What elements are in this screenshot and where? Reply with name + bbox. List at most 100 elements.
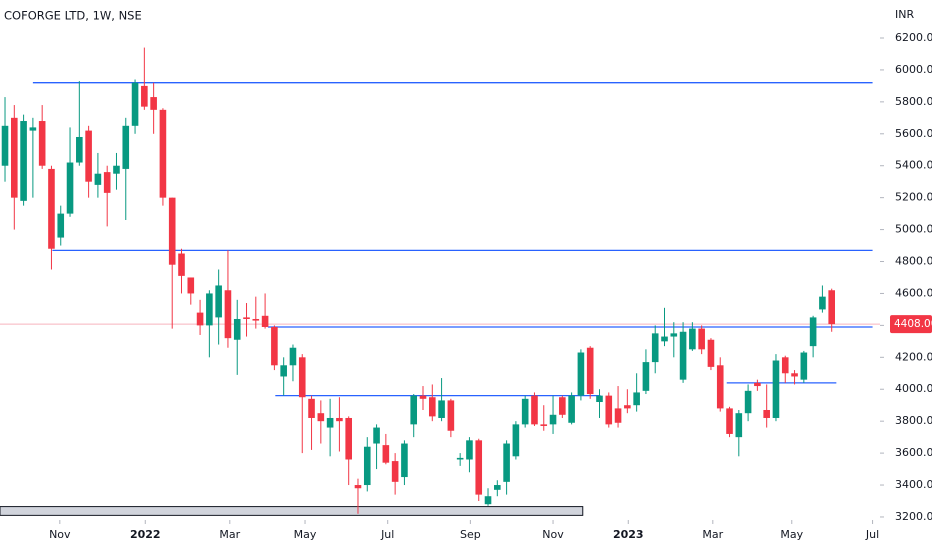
y-tick-label: 4000.00: [895, 382, 932, 395]
candle-body: [113, 165, 120, 174]
candle-body: [298, 357, 306, 398]
y-tick-label: 5800.00: [895, 95, 932, 108]
candle-body: [196, 312, 204, 326]
candle-body: [336, 417, 343, 422]
candle-body: [596, 395, 603, 403]
candle-body: [76, 136, 83, 163]
candle-body: [11, 117, 18, 198]
zone: [0, 506, 584, 516]
candle-body: [791, 373, 798, 377]
candle-body: [317, 413, 325, 422]
candle-body: [29, 127, 37, 131]
candle-body: [781, 357, 789, 374]
candle-body: [103, 172, 111, 193]
x-tick-label: Mar: [702, 528, 723, 541]
y-tick-label: 4800.00: [895, 255, 932, 268]
candle-body: [716, 365, 724, 409]
candle-body: [670, 333, 678, 337]
x-tick-label: Jul: [865, 528, 879, 541]
candle-body: [661, 336, 668, 342]
candle-body: [484, 496, 492, 505]
candle-body: [85, 130, 92, 182]
x-tick-label: Mar: [219, 528, 240, 541]
candle-body: [531, 395, 538, 425]
candle-body: [308, 398, 315, 418]
candle-body: [624, 405, 631, 409]
candle-body: [57, 213, 65, 238]
candle-body: [698, 328, 705, 350]
candle-body: [475, 440, 483, 495]
candle-body: [679, 331, 687, 380]
y-tick-label: 6000.00: [895, 63, 932, 76]
y-tick-label: 5000.00: [895, 223, 932, 236]
candle-body: [233, 318, 241, 340]
candle-body: [48, 168, 55, 249]
candle-body: [168, 197, 176, 265]
candle-body: [419, 395, 427, 399]
candle-body: [456, 457, 464, 460]
candle-body: [271, 326, 278, 366]
candle-body: [763, 409, 770, 418]
candle-body: [159, 109, 167, 198]
chart-title: COFORGE LTD, 1W, NSE: [4, 9, 142, 23]
candle-body: [224, 290, 232, 339]
y-tick-label: 3600.00: [895, 446, 932, 459]
candle-body: [289, 347, 297, 366]
candle-body: [94, 173, 102, 185]
x-tick-label: May: [780, 528, 803, 541]
candle-body: [410, 395, 418, 425]
candle-body: [828, 290, 835, 325]
candle-body: [651, 333, 659, 363]
candle-body: [512, 424, 520, 457]
candle-body: [800, 352, 808, 380]
x-tick-label: Sep: [460, 528, 481, 541]
y-tick-label: 3200.00: [895, 510, 932, 523]
candle-body: [689, 328, 696, 350]
candle-body: [438, 400, 445, 418]
candle-body: [428, 397, 436, 417]
candle-body: [559, 397, 566, 415]
candle-body: [568, 395, 575, 423]
candle-body: [354, 485, 362, 489]
candle-body: [252, 318, 260, 321]
x-tick-label: 2022: [130, 528, 161, 541]
y-tick-label: 5200.00: [895, 191, 932, 204]
candle-body: [447, 400, 455, 431]
candle-body: [243, 317, 250, 319]
x-tick-label: 2023: [613, 528, 644, 541]
candle-body: [744, 390, 752, 414]
candle-body: [363, 446, 371, 486]
candle-body: [20, 121, 27, 201]
candle-body: [206, 293, 213, 326]
candle-body: [261, 315, 269, 327]
x-tick-label: May: [294, 528, 317, 541]
candle-body: [1, 125, 9, 166]
candle-body: [345, 417, 352, 460]
x-tick-label: Jul: [380, 528, 394, 541]
candle-body: [38, 121, 46, 166]
candle-body: [150, 97, 157, 110]
candle-body: [131, 82, 139, 126]
x-tick-label: Nov: [542, 528, 564, 541]
candle-body: [809, 317, 817, 347]
candle-body: [187, 277, 195, 294]
candle-body: [577, 352, 585, 396]
candle-body: [141, 85, 148, 107]
candle-body: [549, 414, 557, 425]
candle-body: [215, 285, 222, 318]
candle-body: [586, 347, 594, 395]
candle-body: [122, 125, 130, 169]
y-tick-label: 3800.00: [895, 414, 932, 427]
candle-body: [391, 461, 399, 482]
candle-body: [382, 445, 390, 463]
candle-body: [521, 398, 529, 425]
candle-body: [401, 443, 408, 478]
candle-body: [540, 424, 548, 426]
candle-body: [326, 417, 334, 428]
candle-body: [754, 382, 761, 387]
y-tick-label: 4200.00: [895, 350, 932, 363]
candle-body: [642, 362, 650, 391]
candle-body: [772, 360, 780, 418]
